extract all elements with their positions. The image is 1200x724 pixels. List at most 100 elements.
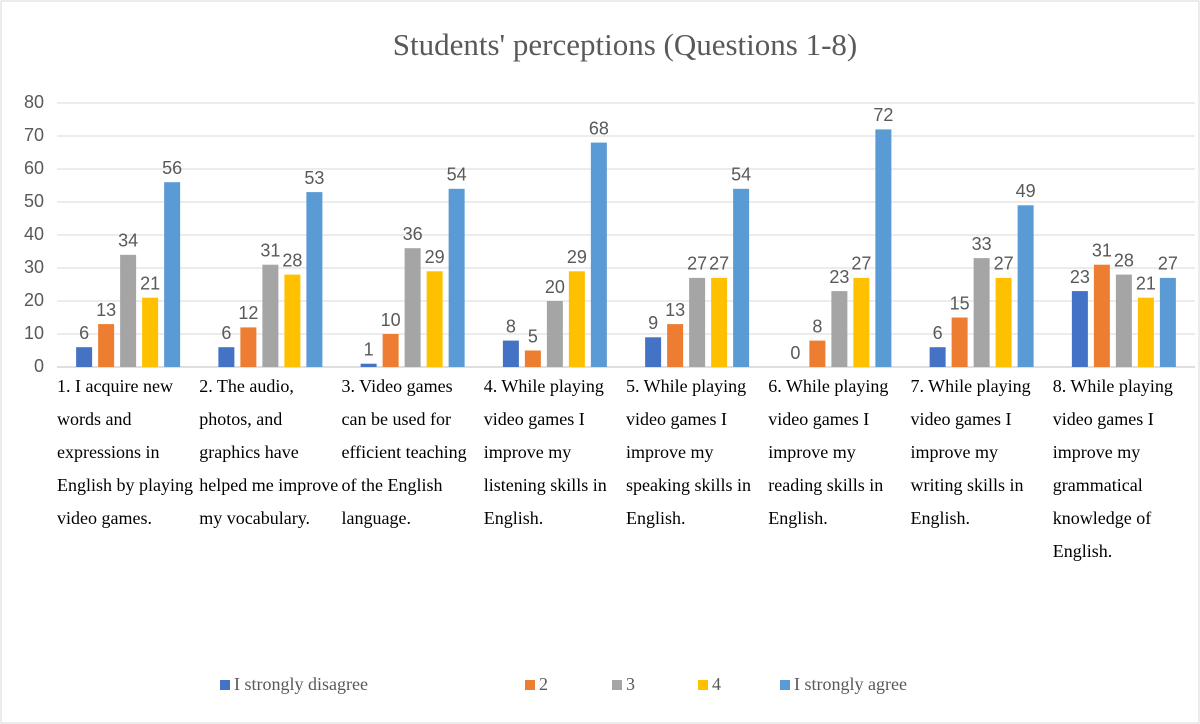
bar xyxy=(546,301,563,367)
value-label: 10 xyxy=(381,310,401,330)
value-label: 27 xyxy=(687,254,707,274)
value-label: 54 xyxy=(447,165,467,185)
value-label: 31 xyxy=(260,240,280,260)
value-label: 33 xyxy=(972,234,992,254)
y-tick-label: 80 xyxy=(24,92,44,112)
bar xyxy=(98,324,115,367)
bar xyxy=(689,277,706,367)
bar xyxy=(645,337,662,367)
value-label: 15 xyxy=(950,293,970,313)
value-label: 21 xyxy=(140,273,160,293)
legend-label: I strongly agree xyxy=(794,674,907,694)
bar xyxy=(502,340,519,367)
bar xyxy=(1017,205,1034,367)
bar xyxy=(1093,264,1110,367)
bar xyxy=(426,271,443,367)
bar xyxy=(853,277,870,367)
value-label: 9 xyxy=(648,313,658,333)
value-label: 21 xyxy=(1136,273,1156,293)
value-label: 6 xyxy=(79,323,89,343)
x-tick-label: 8. While playing video games I improve m… xyxy=(1052,376,1173,561)
value-label: 23 xyxy=(1070,267,1090,287)
legend-label: 3 xyxy=(626,674,635,694)
legend-swatch xyxy=(780,680,790,690)
bar xyxy=(120,254,137,367)
value-label: 0 xyxy=(790,343,800,363)
legend-label: 2 xyxy=(539,674,548,694)
bar xyxy=(711,277,728,367)
legend-swatch xyxy=(525,680,535,690)
bar xyxy=(164,182,181,367)
x-tick-label: 4. While playing video games I improve m… xyxy=(483,376,607,528)
x-tick-label: 3. Video games can be used for efficient… xyxy=(341,376,467,528)
x-tick-label: 7. While playing video games I improve m… xyxy=(910,376,1031,528)
bar xyxy=(142,297,159,367)
chart-title: Students' perceptions (Questions 1-8) xyxy=(393,27,858,62)
bar xyxy=(1137,297,1154,367)
x-tick-label: 6. While playing video games I improve m… xyxy=(768,376,889,528)
value-label: 36 xyxy=(403,224,423,244)
value-label: 27 xyxy=(851,254,871,274)
value-label: 49 xyxy=(1016,181,1036,201)
bar xyxy=(1115,274,1132,367)
bar xyxy=(284,274,301,367)
bar xyxy=(382,334,399,367)
bar xyxy=(240,327,257,367)
y-tick-label: 60 xyxy=(24,158,44,178)
bar xyxy=(1159,277,1176,367)
y-tick-label: 30 xyxy=(24,257,44,277)
bar xyxy=(995,277,1012,367)
y-tick-label: 0 xyxy=(34,356,44,376)
bar xyxy=(262,264,279,367)
bar xyxy=(76,347,93,367)
bar xyxy=(809,340,826,367)
value-label: 28 xyxy=(282,250,302,270)
bar xyxy=(306,192,323,367)
value-label: 5 xyxy=(528,326,538,346)
bar xyxy=(929,347,946,367)
value-label: 29 xyxy=(425,247,445,267)
y-tick-label: 40 xyxy=(24,224,44,244)
value-label: 28 xyxy=(1114,250,1134,270)
legend-swatch xyxy=(698,680,708,690)
value-label: 20 xyxy=(545,277,565,297)
y-tick-label: 20 xyxy=(24,290,44,310)
y-tick-label: 10 xyxy=(24,323,44,343)
x-tick-label: 2. The audio, photos, and graphics have … xyxy=(199,376,339,528)
value-label: 13 xyxy=(665,300,685,320)
bar xyxy=(360,363,377,367)
bar xyxy=(733,188,750,367)
bar xyxy=(404,248,421,367)
value-label: 53 xyxy=(304,168,324,188)
legend-label: 4 xyxy=(712,674,721,694)
value-label: 27 xyxy=(1158,254,1178,274)
value-label: 1 xyxy=(364,339,374,359)
y-tick-label: 70 xyxy=(24,125,44,145)
value-label: 68 xyxy=(589,118,609,138)
value-label: 29 xyxy=(567,247,587,267)
value-label: 12 xyxy=(238,303,258,323)
value-label: 6 xyxy=(933,323,943,343)
value-label: 54 xyxy=(731,165,751,185)
value-label: 6 xyxy=(221,323,231,343)
value-label: 23 xyxy=(829,267,849,287)
x-tick-label: 1. I acquire new words and expressions i… xyxy=(57,376,193,528)
value-label: 72 xyxy=(873,105,893,125)
bar xyxy=(831,291,848,367)
bar xyxy=(1071,291,1088,367)
legend-swatch xyxy=(612,680,622,690)
legend-label: I strongly disagree xyxy=(234,674,368,694)
value-label: 34 xyxy=(118,231,138,251)
bar xyxy=(951,317,968,367)
value-label: 8 xyxy=(506,316,516,336)
value-label: 56 xyxy=(162,158,182,178)
bar xyxy=(568,271,585,367)
bar xyxy=(667,324,684,367)
bar xyxy=(875,129,892,367)
value-label: 27 xyxy=(994,254,1014,274)
bar xyxy=(524,350,541,367)
value-label: 31 xyxy=(1092,240,1112,260)
bar xyxy=(218,347,235,367)
